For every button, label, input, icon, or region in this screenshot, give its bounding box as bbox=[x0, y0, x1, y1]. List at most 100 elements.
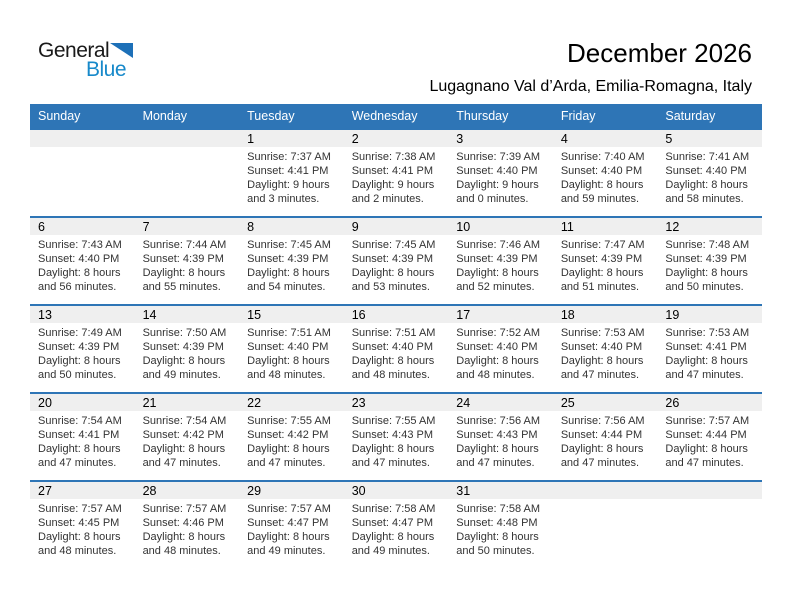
sunrise-text: Sunrise: 7:55 AM bbox=[351, 415, 436, 427]
day-details: Sunrise: 7:44 AM Sunset: 4:39 PM Daylight:… bbox=[135, 235, 240, 294]
location-subtitle: Lugagnano Val d’Arda, Emilia-Romagna, It… bbox=[429, 78, 752, 95]
day-details: Sunrise: 7:45 AM Sunset: 4:39 PM Daylight:… bbox=[344, 235, 449, 294]
daylight-text: Daylight: 8 hours and 56 minutes. bbox=[38, 267, 121, 294]
day-details: Sunrise: 7:49 AM Sunset: 4:39 PM Daylight:… bbox=[30, 323, 135, 382]
day-cell: 7 Sunrise: 7:44 AM Sunset: 4:39 PM Daylight… bbox=[134, 217, 240, 305]
day-number: 11 bbox=[552, 218, 658, 235]
day-details: Sunrise: 7:58 AM Sunset: 4:48 PM Daylight:… bbox=[448, 499, 553, 558]
week-row: 27 Sunrise: 7:57 AM Sunset: 4:45 PM Dayligh… bbox=[30, 481, 762, 569]
sunset-text: Sunset: 4:43 PM bbox=[456, 429, 538, 442]
daylight-text: Daylight: 8 hours and 47 minutes. bbox=[142, 443, 226, 470]
sunrise-text: Sunrise: 7:57 AM bbox=[665, 415, 750, 427]
sunrise-text: Sunrise: 7:58 AM bbox=[456, 503, 541, 515]
day-cell: 3 Sunrise: 7:39 AM Sunset: 4:40 PM Daylight… bbox=[448, 129, 553, 217]
daylight-text: Daylight: 8 hours and 48 minutes. bbox=[247, 355, 330, 382]
sunrise-text: Sunrise: 7:55 AM bbox=[247, 415, 331, 427]
day-number: 4 bbox=[552, 130, 658, 147]
sunrise-text: Sunrise: 7:43 AM bbox=[38, 239, 122, 251]
daylight-text: Daylight: 8 hours and 54 minutes. bbox=[247, 267, 330, 294]
weekday-header: Tuesday bbox=[239, 104, 344, 129]
day-cell: 27 Sunrise: 7:57 AM Sunset: 4:45 PM Dayligh… bbox=[30, 481, 135, 569]
day-cell: 22 Sunrise: 7:55 AM Sunset: 4:42 PM Dayligh… bbox=[239, 393, 344, 481]
day-cell: 11 Sunrise: 7:47 AM Sunset: 4:39 PM Dayligh… bbox=[552, 217, 658, 305]
day-details: Sunrise: 7:45 AM Sunset: 4:39 PM Daylight:… bbox=[239, 235, 344, 294]
daylight-text: Daylight: 8 hours and 47 minutes. bbox=[560, 443, 644, 470]
daylight-text: Daylight: 8 hours and 58 minutes. bbox=[665, 179, 748, 206]
sunrise-text: Sunrise: 7:57 AM bbox=[247, 503, 331, 515]
weekday-header: Friday bbox=[552, 104, 658, 129]
day-cell: 5 Sunrise: 7:41 AM Sunset: 4:40 PM Daylight… bbox=[657, 129, 762, 217]
weekday-header: Saturday bbox=[657, 104, 762, 129]
sunset-text: Sunset: 4:47 PM bbox=[247, 517, 329, 530]
daylight-text: Daylight: 8 hours and 47 minutes. bbox=[665, 443, 748, 470]
day-number: 24 bbox=[448, 394, 553, 411]
week-row: 6 Sunrise: 7:43 AM Sunset: 4:40 PM Daylight… bbox=[30, 217, 762, 305]
day-number: 26 bbox=[657, 394, 762, 411]
day-number: 30 bbox=[343, 482, 449, 499]
sunrise-text: Sunrise: 7:52 AM bbox=[456, 327, 541, 339]
sunrise-text: Sunrise: 7:41 AM bbox=[665, 151, 750, 163]
day-details: Sunrise: 7:54 AM Sunset: 4:42 PM Daylight:… bbox=[135, 411, 240, 470]
day-number: 21 bbox=[134, 394, 240, 411]
daylight-text: Daylight: 8 hours and 53 minutes. bbox=[351, 267, 435, 294]
sunset-text: Sunset: 4:39 PM bbox=[456, 253, 538, 266]
day-cell: 24 Sunrise: 7:56 AM Sunset: 4:43 PM Dayligh… bbox=[448, 393, 553, 481]
day-details: Sunrise: 7:38 AM Sunset: 4:41 PM Daylight:… bbox=[344, 147, 449, 206]
day-number: 15 bbox=[239, 306, 344, 323]
daylight-text: Daylight: 8 hours and 47 minutes. bbox=[247, 443, 330, 470]
sunrise-text: Sunrise: 7:48 AM bbox=[665, 239, 750, 251]
sunrise-text: Sunrise: 7:44 AM bbox=[142, 239, 227, 251]
day-cell: 18 Sunrise: 7:53 AM Sunset: 4:40 PM Dayligh… bbox=[552, 305, 658, 393]
day-number bbox=[134, 130, 240, 147]
daylight-text: Daylight: 8 hours and 59 minutes. bbox=[560, 179, 644, 206]
sunrise-text: Sunrise: 7:40 AM bbox=[560, 151, 645, 163]
day-details: Sunrise: 7:54 AM Sunset: 4:41 PM Daylight:… bbox=[30, 411, 135, 470]
daylight-text: Daylight: 8 hours and 47 minutes. bbox=[665, 355, 748, 382]
sunset-text: Sunset: 4:44 PM bbox=[665, 429, 747, 442]
day-details: Sunrise: 7:57 AM Sunset: 4:47 PM Daylight:… bbox=[239, 499, 344, 558]
day-details: Sunrise: 7:46 AM Sunset: 4:39 PM Daylight:… bbox=[448, 235, 553, 294]
day-number: 1 bbox=[239, 130, 344, 147]
day-details: Sunrise: 7:37 AM Sunset: 4:41 PM Daylight:… bbox=[239, 147, 344, 206]
day-cell: 12 Sunrise: 7:48 AM Sunset: 4:39 PM Dayligh… bbox=[657, 217, 762, 305]
day-number: 6 bbox=[30, 218, 135, 235]
day-details: Sunrise: 7:51 AM Sunset: 4:40 PM Daylight:… bbox=[344, 323, 449, 382]
day-details: Sunrise: 7:56 AM Sunset: 4:44 PM Daylight:… bbox=[553, 411, 658, 470]
day-number: 2 bbox=[343, 130, 449, 147]
day-cell: 8 Sunrise: 7:45 AM Sunset: 4:39 PM Daylight… bbox=[239, 217, 344, 305]
day-cell: 6 Sunrise: 7:43 AM Sunset: 4:40 PM Daylight… bbox=[30, 217, 135, 305]
day-number: 14 bbox=[134, 306, 240, 323]
sunset-text: Sunset: 4:41 PM bbox=[247, 165, 329, 178]
daylight-text: Daylight: 9 hours and 3 minutes. bbox=[247, 179, 330, 206]
sunset-text: Sunset: 4:40 PM bbox=[665, 165, 747, 178]
day-details: Sunrise: 7:41 AM Sunset: 4:40 PM Daylight:… bbox=[657, 147, 762, 206]
weekday-header: Monday bbox=[134, 104, 240, 129]
weekday-header: Wednesday bbox=[343, 104, 449, 129]
daylight-text: Daylight: 9 hours and 2 minutes. bbox=[351, 179, 435, 206]
day-number: 8 bbox=[239, 218, 344, 235]
day-details: Sunrise: 7:56 AM Sunset: 4:43 PM Daylight:… bbox=[448, 411, 553, 470]
sunrise-text: Sunrise: 7:47 AM bbox=[560, 239, 645, 251]
week-row: 13 Sunrise: 7:49 AM Sunset: 4:39 PM Dayligh… bbox=[30, 305, 762, 393]
day-details: Sunrise: 7:48 AM Sunset: 4:39 PM Daylight:… bbox=[657, 235, 762, 294]
day-number: 3 bbox=[448, 130, 553, 147]
day-details: Sunrise: 7:57 AM Sunset: 4:46 PM Daylight:… bbox=[135, 499, 240, 558]
sunset-text: Sunset: 4:39 PM bbox=[665, 253, 747, 266]
sunrise-text: Sunrise: 7:37 AM bbox=[247, 151, 331, 163]
day-cell: 16 Sunrise: 7:51 AM Sunset: 4:40 PM Dayligh… bbox=[343, 305, 449, 393]
sunset-text: Sunset: 4:39 PM bbox=[560, 253, 643, 266]
sunset-text: Sunset: 4:41 PM bbox=[665, 341, 747, 354]
day-details: Sunrise: 7:55 AM Sunset: 4:42 PM Daylight:… bbox=[239, 411, 344, 470]
day-cell: 23 Sunrise: 7:55 AM Sunset: 4:43 PM Dayligh… bbox=[343, 393, 449, 481]
sunset-text: Sunset: 4:41 PM bbox=[38, 429, 120, 442]
day-number: 25 bbox=[552, 394, 658, 411]
logo-word-blue: Blue bbox=[86, 58, 127, 81]
day-number: 23 bbox=[343, 394, 449, 411]
sunset-text: Sunset: 4:40 PM bbox=[456, 165, 538, 178]
day-cell: 9 Sunrise: 7:45 AM Sunset: 4:39 PM Daylight… bbox=[343, 217, 449, 305]
day-details: Sunrise: 7:43 AM Sunset: 4:40 PM Daylight:… bbox=[30, 235, 135, 294]
sunset-text: Sunset: 4:40 PM bbox=[38, 253, 120, 266]
day-details: Sunrise: 7:53 AM Sunset: 4:40 PM Daylight:… bbox=[553, 323, 658, 382]
day-details: Sunrise: 7:53 AM Sunset: 4:41 PM Daylight:… bbox=[657, 323, 762, 382]
day-details: Sunrise: 7:40 AM Sunset: 4:40 PM Daylight:… bbox=[553, 147, 658, 206]
